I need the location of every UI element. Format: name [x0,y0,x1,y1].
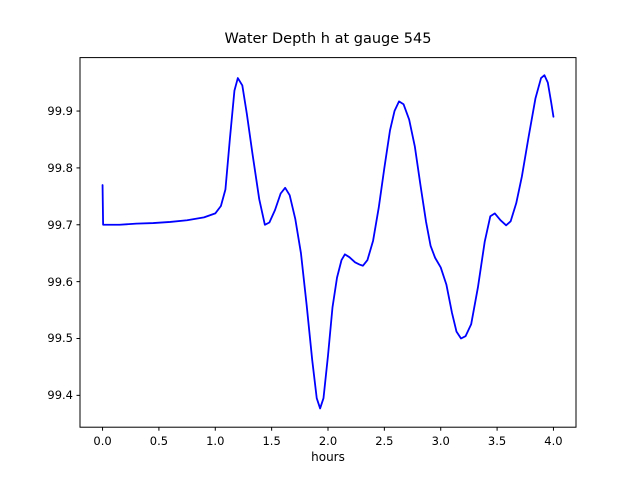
x-tick-label: 0.5 [149,434,169,449]
y-tick-label: 99.4 [47,388,73,403]
series-line-water-depth [101,74,555,410]
x-tick-label: 1.5 [262,434,281,449]
y-tick-label: 99.5 [47,331,73,346]
y-tick-label: 99.9 [47,104,73,119]
x-tick-label: 2.5 [375,434,394,449]
y-tick-label: 99.8 [47,160,73,175]
x-tick-label: 4.0 [544,434,563,449]
x-tick-label: 0.0 [93,434,112,449]
chart-title: Water Depth h at gauge 545 [224,31,432,47]
x-tick-label: 2.0 [318,434,338,449]
x-axis-label: hours [311,450,345,464]
x-tick-label: 1.0 [206,434,225,449]
x-tick-label: 3.5 [487,434,507,449]
y-tick-label: 99.7 [47,217,73,232]
x-tick-label: 3.0 [431,434,450,449]
axes-spines [79,57,577,428]
y-tick-label: 99.6 [47,274,73,289]
